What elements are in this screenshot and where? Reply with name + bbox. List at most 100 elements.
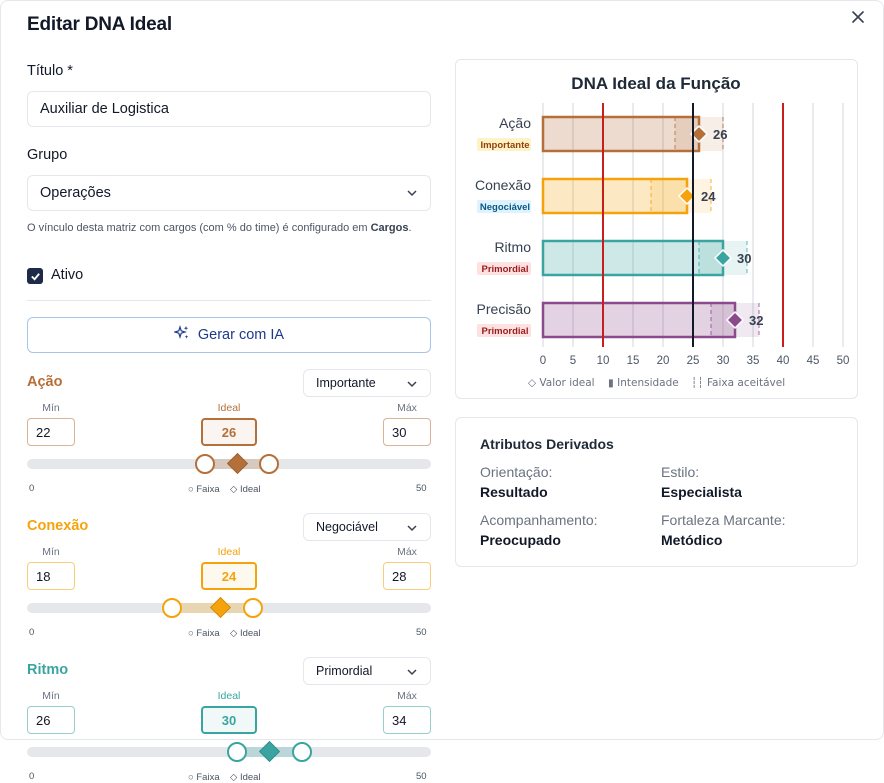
chart-card — [455, 59, 858, 399]
group-label: Grupo — [27, 147, 68, 163]
ideal-label: Ideal — [217, 546, 241, 558]
x-tick-label: 30 — [717, 355, 730, 367]
x-tick-label: 40 — [777, 355, 790, 367]
chevron-down-icon — [406, 378, 418, 393]
priority-tag — [477, 262, 531, 275]
ideal-value-marker — [725, 310, 745, 330]
ideal-handle-ritmo[interactable] — [258, 740, 280, 763]
min-input-conexao[interactable]: 18 — [27, 562, 75, 590]
priority-tag-label: Primordial — [482, 326, 529, 337]
data-label: 26 — [713, 127, 727, 142]
ideal-label: Ideal — [217, 402, 241, 414]
ideal-label: Ideal — [217, 690, 241, 702]
max-handle-conexao[interactable] — [243, 598, 264, 618]
min-input-acao[interactable]: 22 — [27, 418, 75, 446]
min-label: Mín — [42, 690, 60, 702]
ideal-input-conexao[interactable]: 24 — [201, 562, 257, 590]
priority-tag — [477, 138, 531, 151]
dimension-name-ritmo: Ritmo — [27, 662, 69, 678]
active-label: Ativo — [51, 267, 84, 283]
attr-value-fortaleza: Metódico — [661, 532, 723, 548]
legend-item: ◇ Valor ideal — [528, 377, 595, 389]
chevron-down-icon — [406, 666, 418, 681]
group-select[interactable]: Operações — [27, 175, 431, 211]
generate-ai-button[interactable]: Gerar com IA — [27, 317, 431, 353]
ideal-handle-acao[interactable] — [226, 452, 248, 475]
x-tick-label: 15 — [627, 355, 640, 367]
priority-select-acao[interactable]: Importante — [303, 369, 431, 397]
attr-value-estilo: Especialista — [661, 484, 742, 500]
legend-item: ▮ Intensidade — [608, 377, 679, 389]
legend-range: ○ Faixa — [188, 772, 220, 783]
priority-select-conexao[interactable]: Negociável — [303, 513, 431, 541]
priority-select-ritmo[interactable]: Primordial — [303, 657, 431, 685]
x-tick-label: 50 — [837, 355, 850, 367]
max-handle-acao[interactable] — [259, 454, 280, 474]
legend-ideal: ◇ Ideal — [230, 484, 261, 495]
sparkles-icon — [172, 325, 190, 345]
max-handle-ritmo[interactable] — [291, 742, 312, 762]
max-input-acao[interactable]: 30 — [383, 418, 431, 446]
min-label: Mín — [42, 546, 60, 558]
cargos-link[interactable]: Cargos — [370, 222, 409, 234]
min-label: Mín — [42, 402, 60, 414]
x-tick-label: 0 — [540, 355, 546, 367]
category-label: Ritmo — [494, 239, 531, 255]
scale-max: 50 — [416, 483, 427, 494]
ideal-handle-conexao[interactable] — [210, 596, 232, 619]
priority-value: Importante — [316, 376, 376, 390]
priority-tag — [477, 324, 531, 337]
ideal-input-acao[interactable]: 26 — [201, 418, 257, 446]
legend-range: ○ Faixa — [188, 484, 220, 495]
priority-value: Negociável — [316, 520, 378, 534]
scale-max: 50 — [416, 771, 427, 782]
min-handle-acao[interactable] — [194, 454, 215, 474]
legend-ideal: ◇ Ideal — [230, 628, 261, 639]
ideal-value-marker — [713, 248, 733, 268]
x-tick-label: 25 — [687, 355, 700, 367]
max-input-conexao[interactable]: 28 — [383, 562, 431, 590]
scale-min: 0 — [29, 483, 35, 494]
dimension-name-conexao: Conexão — [27, 518, 89, 534]
scale-min: 0 — [29, 627, 35, 638]
ideal-input-ritmo[interactable]: 30 — [201, 706, 257, 734]
category-label: Precisão — [477, 301, 532, 317]
title-label: Título * — [27, 63, 73, 79]
priority-tag-label: Negociável — [480, 202, 530, 213]
x-tick-label: 35 — [747, 355, 760, 367]
active-checkbox[interactable] — [27, 268, 43, 284]
attributes-card: Atributos Derivados Orientação: Resultad… — [455, 417, 858, 567]
attributes-title: Atributos Derivados — [480, 436, 614, 452]
scale-min: 0 — [29, 771, 35, 782]
data-label: 32 — [749, 313, 763, 328]
attr-value-acompanhamento: Preocupado — [480, 532, 561, 548]
chevron-down-icon — [406, 522, 418, 537]
attr-label-estilo: Estilo: — [661, 464, 700, 480]
data-label: 24 — [701, 189, 716, 204]
intensity-bar — [541, 177, 689, 215]
chart-title: DNA Ideal da Função — [571, 74, 740, 93]
min-handle-conexao[interactable] — [162, 598, 183, 618]
legend-range: ○ Faixa — [188, 628, 220, 639]
data-label: 30 — [737, 251, 751, 266]
cargos-hint: O vínculo desta matriz com cargos (com %… — [27, 222, 412, 234]
priority-value: Primordial — [316, 664, 373, 678]
chevron-down-icon — [406, 187, 418, 203]
legend-ideal: ◇ Ideal — [230, 772, 261, 783]
legend-item: ┆┆ Faixa aceitável — [691, 376, 785, 389]
x-tick-label: 10 — [597, 355, 610, 367]
modal-title: Editar DNA Ideal — [27, 14, 172, 35]
min-input-ritmo[interactable]: 26 — [27, 706, 75, 734]
priority-tag-label: Importante — [480, 140, 529, 151]
scale-max: 50 — [416, 627, 427, 638]
max-input-ritmo[interactable]: 34 — [383, 706, 431, 734]
check-icon — [30, 272, 40, 281]
x-tick-label: 45 — [807, 355, 820, 367]
min-handle-ritmo[interactable] — [227, 742, 248, 762]
attr-value-orientacao: Resultado — [480, 484, 548, 500]
max-label: Máx — [397, 690, 417, 702]
intensity-bar — [541, 239, 725, 277]
category-label: Conexão — [475, 177, 531, 193]
close-icon[interactable] — [847, 6, 869, 28]
title-input[interactable]: Auxiliar de Logistica — [27, 91, 431, 127]
